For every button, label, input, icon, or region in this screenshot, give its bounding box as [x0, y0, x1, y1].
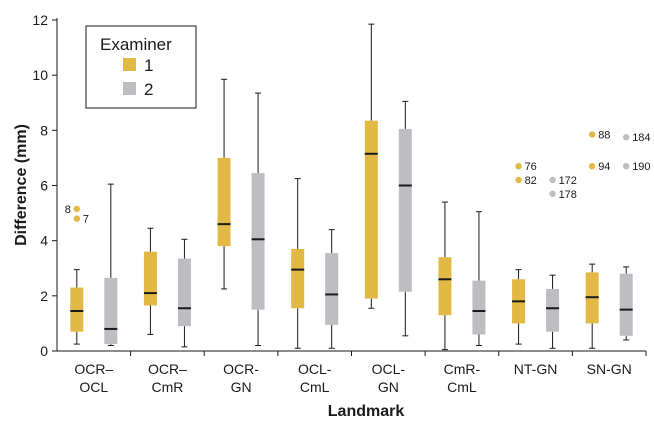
iqr-box — [398, 128, 412, 292]
outlier-point — [73, 205, 81, 213]
y-axis-title: Difference (mm) — [13, 124, 30, 246]
box-examiner-1 — [585, 131, 599, 349]
box-examiner-2 — [472, 211, 486, 346]
iqr-box — [70, 287, 84, 332]
x-tick-label: OCR– OCL — [74, 361, 113, 395]
outlier-label: 7 — [83, 214, 89, 226]
box-examiner-2 — [398, 100, 412, 337]
outlier-label: 88 — [598, 129, 610, 141]
outlier-point — [622, 134, 630, 141]
iqr-box — [619, 273, 633, 336]
outlier-point — [73, 215, 81, 222]
iqr-box — [217, 157, 231, 247]
outlier-point — [515, 162, 522, 170]
box-examiner-2 — [177, 238, 191, 348]
y-tick-label: 6 — [40, 178, 48, 194]
box-examiner-2 — [619, 134, 633, 341]
iqr-box — [364, 120, 378, 299]
iqr-box — [251, 173, 265, 310]
iqr-box — [546, 288, 560, 332]
outlier-point — [515, 176, 522, 184]
outlier-point — [622, 162, 630, 170]
outlier-label: 76 — [525, 161, 537, 173]
outlier-label: 184 — [632, 132, 650, 144]
box-examiner-1 — [438, 201, 452, 351]
iqr-box — [438, 257, 452, 316]
outlier-label: 172 — [559, 175, 577, 187]
legend-frame — [85, 25, 197, 109]
iqr-box — [291, 248, 305, 309]
x-tick-label: OCR-GN — [223, 361, 259, 395]
box-examiner-1 — [217, 78, 231, 290]
box-examiner-2 — [546, 176, 560, 349]
x-tick-label: NT-GN — [514, 361, 558, 377]
axes-layer — [52, 18, 647, 356]
y-tick-label: 2 — [40, 288, 48, 304]
y-tick-label: 8 — [40, 122, 48, 138]
legend-swatch-examiner-1 — [123, 58, 136, 71]
legend-label-examiner-1: 1 — [144, 56, 153, 75]
x-tick-label: OCR– CmR — [148, 361, 187, 395]
outlier-point — [549, 176, 556, 184]
x-tick-label: CmR-CmL — [444, 361, 481, 395]
outlier-label: 94 — [598, 161, 610, 173]
y-tick-label: 10 — [32, 67, 48, 83]
x-tick-label: OCL-GN — [372, 361, 406, 395]
outlier-label: 190 — [632, 161, 650, 173]
box-examiner-2 — [251, 92, 265, 346]
x-axis-title: Landmark — [328, 403, 405, 420]
box-examiner-2 — [325, 229, 339, 349]
outlier-label: 178 — [559, 189, 577, 201]
y-tick-label: 0 — [40, 343, 48, 359]
boxes-layer — [70, 23, 633, 351]
y-tick-label: 12 — [32, 12, 48, 28]
outlier-point — [588, 162, 596, 170]
outlier-label: 82 — [525, 175, 537, 187]
legend: Examiner 1 2 — [85, 25, 197, 109]
box-examiner-1 — [70, 205, 84, 345]
outlier-label: 8 — [65, 204, 71, 216]
box-examiner-1 — [291, 178, 305, 349]
iqr-box — [143, 251, 157, 306]
legend-title: Examiner — [100, 35, 172, 54]
iqr-box — [177, 258, 191, 327]
iqr-box — [325, 253, 339, 325]
legend-label-examiner-2: 2 — [144, 80, 153, 99]
box-examiner-1 — [143, 227, 157, 335]
y-tick-label: 4 — [40, 233, 48, 249]
iqr-box — [472, 280, 486, 335]
outlier-point — [588, 131, 596, 138]
box-examiner-1 — [364, 23, 378, 309]
x-tick-label: SN-GN — [587, 361, 632, 377]
legend-swatch-examiner-2 — [123, 82, 136, 95]
iqr-box — [104, 277, 118, 345]
x-tick-label: OCL-CmL — [298, 361, 332, 395]
box-examiner-1 — [512, 162, 526, 345]
box-examiner-2 — [104, 183, 118, 346]
outlier-point — [549, 190, 556, 197]
